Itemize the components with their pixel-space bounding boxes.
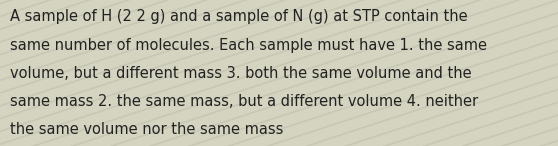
Text: same number of molecules. Each sample must have 1. the same: same number of molecules. Each sample mu… — [10, 38, 487, 53]
Text: volume, but a different mass 3. both the same volume and the: volume, but a different mass 3. both the… — [10, 66, 472, 81]
Text: A sample of H (2 2 g) and a sample of N (g) at STP contain the: A sample of H (2 2 g) and a sample of N … — [10, 9, 468, 25]
Text: same mass 2. the same mass, but a different volume 4. neither: same mass 2. the same mass, but a differ… — [10, 94, 478, 109]
Text: the same volume nor the same mass: the same volume nor the same mass — [10, 122, 283, 137]
